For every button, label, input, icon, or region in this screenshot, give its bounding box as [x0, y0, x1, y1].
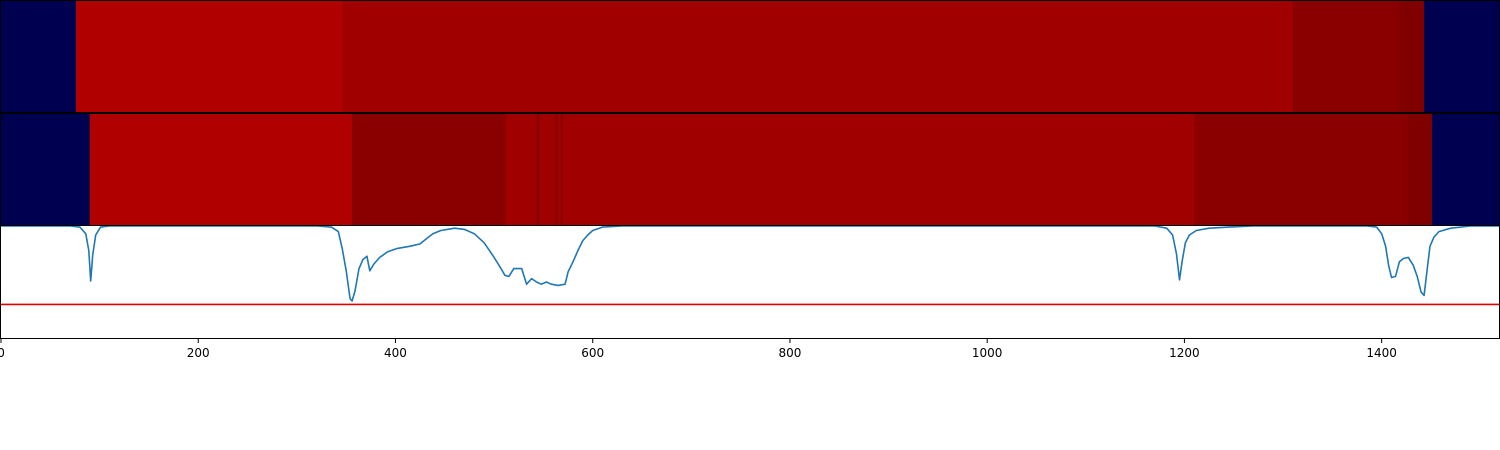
x-tick-label: 0: [0, 346, 5, 360]
heatmap-segment: [563, 114, 1195, 225]
signal-line: [1, 225, 1500, 302]
heatmap-segment: [1431, 114, 1500, 225]
heatmap-segment: [561, 114, 564, 225]
x-tick-label: 1400: [1366, 346, 1397, 360]
heatmap-segment: [1292, 1, 1400, 112]
heatmap-segment: [1424, 1, 1500, 112]
heatmap-segment: [555, 114, 559, 225]
heatmap-segment: [1, 114, 91, 225]
segmentation-strip-top: [1, 1, 1500, 112]
x-axis: 0 200 400 600 800 1000 1200 1400: [0, 338, 1397, 360]
x-tick-label: 1000: [972, 346, 1003, 360]
x-tick-label: 600: [581, 346, 604, 360]
heatmap-segment: [342, 1, 1294, 112]
heatmap-segment: [1194, 114, 1408, 225]
heatmap-segment: [558, 114, 562, 225]
heatmap-segment: [536, 114, 540, 225]
x-tick-label: 800: [778, 346, 801, 360]
heatmap-segment: [89, 114, 353, 225]
x-tick-label: 400: [384, 346, 407, 360]
heatmap-segment: [505, 114, 537, 225]
heatmap-segment: [1407, 114, 1433, 225]
heatmap-segment: [1399, 1, 1425, 112]
line-plot-background: [1, 226, 1500, 338]
heatmap-segment: [352, 114, 507, 225]
signal-line-panel: [1, 225, 1500, 338]
heatmap-segment: [75, 1, 343, 112]
x-tick-label: 1200: [1169, 346, 1200, 360]
heatmap-segment: [539, 114, 556, 225]
segmentation-strip-middle: [1, 114, 1500, 225]
x-tick-label: 200: [187, 346, 210, 360]
heatmap-segment: [1, 1, 77, 112]
